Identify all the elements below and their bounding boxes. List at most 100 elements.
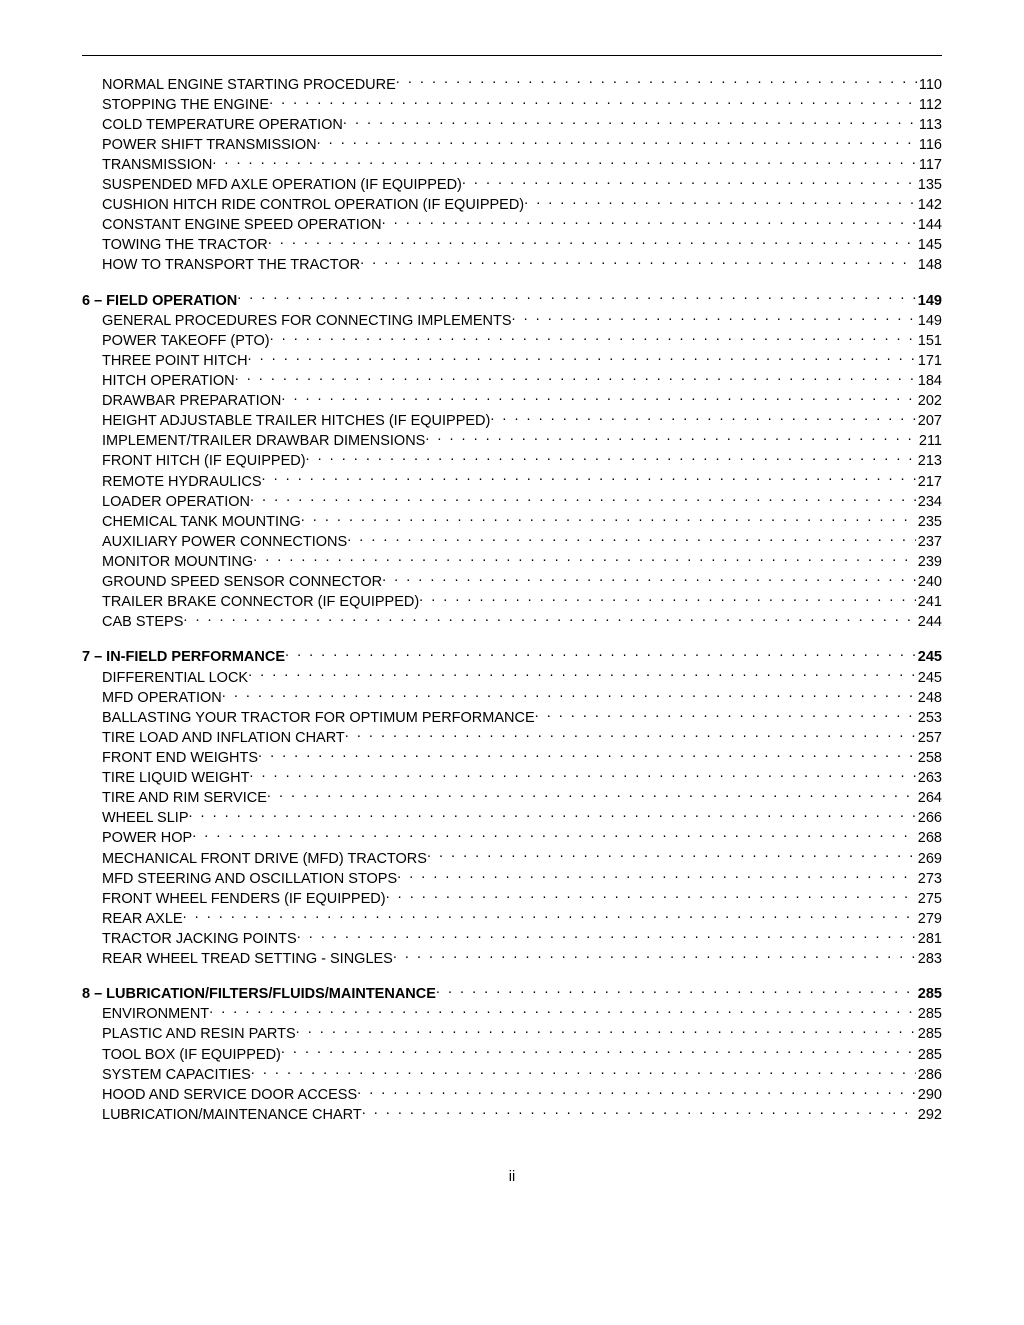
toc-entry-page: 275 xyxy=(916,891,942,908)
toc-entry-label: HOOD AND SERVICE DOOR ACCESS xyxy=(102,1087,357,1104)
toc-dots: . . . . . . . . . . . . . . . . . . . . … xyxy=(462,175,916,190)
toc-entry-label: TOOL BOX (IF EQUIPPED) xyxy=(102,1047,281,1064)
toc-entry: TIRE LIQUID WEIGHT . . . . . . . . . . .… xyxy=(82,768,942,788)
toc-entry: REAR AXLE . . . . . . . . . . . . . . . … xyxy=(82,908,942,928)
toc-dots: . . . . . . . . . . . . . . . . . . . . … xyxy=(222,687,916,702)
toc-entry-label: TRACTOR JACKING POINTS xyxy=(102,931,297,948)
toc-entry-label: FRONT END WEIGHTS xyxy=(102,750,258,767)
toc-section-header: 8 – LUBRICATION/FILTERS/FLUIDS/MAINTENAN… xyxy=(82,984,942,1004)
toc-entry: CUSHION HITCH RIDE CONTROL OPERATION (IF… xyxy=(82,195,942,215)
toc-dots: . . . . . . . . . . . . . . . . . . . . … xyxy=(281,391,915,406)
toc-entry: TIRE AND RIM SERVICE . . . . . . . . . .… xyxy=(82,788,942,808)
toc-dots: . . . . . . . . . . . . . . . . . . . . … xyxy=(436,984,916,999)
toc-dots: . . . . . . . . . . . . . . . . . . . . … xyxy=(301,511,916,526)
toc-entry-page: 286 xyxy=(916,1067,942,1084)
toc-entry-page: 292 xyxy=(916,1107,942,1124)
toc-entry: TIRE LOAD AND INFLATION CHART . . . . . … xyxy=(82,727,942,747)
toc-dots: . . . . . . . . . . . . . . . . . . . . … xyxy=(490,411,915,426)
toc-entry-page: 268 xyxy=(916,830,942,847)
toc-entry-page: 217 xyxy=(916,474,942,491)
toc-dots: . . . . . . . . . . . . . . . . . . . . … xyxy=(317,134,917,149)
toc-entry-page: 211 xyxy=(917,433,942,450)
toc-entry: MFD OPERATION . . . . . . . . . . . . . … xyxy=(82,687,942,707)
toc-entry: LOADER OPERATION . . . . . . . . . . . .… xyxy=(82,491,942,511)
toc-entry-page: 240 xyxy=(916,574,942,591)
toc-entry: STOPPING THE ENGINE . . . . . . . . . . … xyxy=(82,94,942,114)
toc-entry-page: 207 xyxy=(916,413,942,430)
toc-entry: COLD TEMPERATURE OPERATION . . . . . . .… xyxy=(82,114,942,134)
toc-entry-page: 116 xyxy=(917,137,942,154)
toc-entry-page: 264 xyxy=(916,790,942,807)
toc-entry: DIFFERENTIAL LOCK . . . . . . . . . . . … xyxy=(82,667,942,687)
toc-dots: . . . . . . . . . . . . . . . . . . . . … xyxy=(427,848,916,863)
toc-entry: MFD STEERING AND OSCILLATION STOPS . . .… xyxy=(82,868,942,888)
toc-dots: . . . . . . . . . . . . . . . . . . . . … xyxy=(209,1004,916,1019)
toc-dots: . . . . . . . . . . . . . . . . . . . . … xyxy=(362,1104,916,1119)
toc-dots: . . . . . . . . . . . . . . . . . . . . … xyxy=(297,928,916,943)
toc-entry: ENVIRONMENT . . . . . . . . . . . . . . … xyxy=(82,1004,942,1024)
toc-entry: MONITOR MOUNTING . . . . . . . . . . . .… xyxy=(82,552,942,572)
toc-entry: WHEEL SLIP . . . . . . . . . . . . . . .… xyxy=(82,808,942,828)
toc-dots: . . . . . . . . . . . . . . . . . . . . … xyxy=(343,114,917,129)
section-gap xyxy=(82,632,942,647)
toc-entry-page: 234 xyxy=(916,494,942,511)
toc-entry: TRANSMISSION . . . . . . . . . . . . . .… xyxy=(82,154,942,174)
toc-entry-label: GROUND SPEED SENSOR CONNECTOR xyxy=(102,574,382,591)
toc-entry: MECHANICAL FRONT DRIVE (MFD) TRACTORS . … xyxy=(82,848,942,868)
toc-entry-page: 117 xyxy=(917,157,942,174)
toc-entry-label: IMPLEMENT/TRAILER DRAWBAR DIMENSIONS xyxy=(102,433,425,450)
toc-dots: . . . . . . . . . . . . . . . . . . . . … xyxy=(248,350,916,365)
toc-entry: FRONT HITCH (IF EQUIPPED) . . . . . . . … xyxy=(82,451,942,471)
toc-dots: . . . . . . . . . . . . . . . . . . . . … xyxy=(253,552,916,567)
toc-entry-label: THREE POINT HITCH xyxy=(102,353,248,370)
toc-dots: . . . . . . . . . . . . . . . . . . . . … xyxy=(360,255,916,270)
toc-dots: . . . . . . . . . . . . . . . . . . . . … xyxy=(183,612,915,627)
toc-entry-page: 237 xyxy=(916,534,942,551)
toc-entry-label: SUSPENDED MFD AXLE OPERATION (IF EQUIPPE… xyxy=(102,177,462,194)
toc-dots: . . . . . . . . . . . . . . . . . . . . … xyxy=(183,908,916,923)
toc-dots: . . . . . . . . . . . . . . . . . . . . … xyxy=(382,572,916,587)
toc-entry: THREE POINT HITCH . . . . . . . . . . . … xyxy=(82,350,942,370)
toc-entry-label: TIRE LOAD AND INFLATION CHART xyxy=(102,730,345,747)
toc-entry-page: 202 xyxy=(916,393,942,410)
toc-entry: PLASTIC AND RESIN PARTS . . . . . . . . … xyxy=(82,1024,942,1044)
toc-entry: GENERAL PROCEDURES FOR CONNECTING IMPLEM… xyxy=(82,310,942,330)
toc-entry-page: 244 xyxy=(916,614,942,631)
toc-entry-page: 171 xyxy=(916,353,942,370)
toc-entry-page: 112 xyxy=(917,97,942,114)
toc-dots: . . . . . . . . . . . . . . . . . . . . … xyxy=(189,808,916,823)
toc-entry-label: REAR WHEEL TREAD SETTING - SINGLES xyxy=(102,951,393,968)
toc-entry-page: 113 xyxy=(917,117,942,134)
toc-entry: CONSTANT ENGINE SPEED OPERATION . . . . … xyxy=(82,215,942,235)
toc-entry-label: DRAWBAR PREPARATION xyxy=(102,393,281,410)
toc-entry: DRAWBAR PREPARATION . . . . . . . . . . … xyxy=(82,391,942,411)
toc-header-page: 149 xyxy=(916,293,942,310)
toc-entry: TOOL BOX (IF EQUIPPED) . . . . . . . . .… xyxy=(82,1044,942,1064)
toc-entry-label: MONITOR MOUNTING xyxy=(102,554,253,571)
toc-dots: . . . . . . . . . . . . . . . . . . . . … xyxy=(262,471,916,486)
toc-dots: . . . . . . . . . . . . . . . . . . . . … xyxy=(285,647,916,662)
page-container: NORMAL ENGINE STARTING PROCEDURE . . . .… xyxy=(0,0,1024,1124)
toc-entry-page: 135 xyxy=(916,177,942,194)
toc-dots: . . . . . . . . . . . . . . . . . . . . … xyxy=(396,74,917,89)
toc-entry: HITCH OPERATION . . . . . . . . . . . . … xyxy=(82,371,942,391)
toc-entry-page: 263 xyxy=(916,770,942,787)
toc-entry-page: 279 xyxy=(916,911,942,928)
toc-header-label: 7 – IN-FIELD PERFORMANCE xyxy=(82,649,285,666)
toc-entry: TOWING THE TRACTOR . . . . . . . . . . .… xyxy=(82,235,942,255)
toc-entry: IMPLEMENT/TRAILER DRAWBAR DIMENSIONS . .… xyxy=(82,431,942,451)
toc-entry-page: 142 xyxy=(916,197,942,214)
toc-dots: . . . . . . . . . . . . . . . . . . . . … xyxy=(524,195,916,210)
toc-header-page: 245 xyxy=(916,649,942,666)
toc-entry-page: 248 xyxy=(916,690,942,707)
toc-dots: . . . . . . . . . . . . . . . . . . . . … xyxy=(512,310,916,325)
toc-entry-label: GENERAL PROCEDURES FOR CONNECTING IMPLEM… xyxy=(102,313,512,330)
toc-entry-label: WHEEL SLIP xyxy=(102,810,189,827)
toc-entry-label: TIRE LIQUID WEIGHT xyxy=(102,770,249,787)
toc-dots: . . . . . . . . . . . . . . . . . . . . … xyxy=(258,748,916,763)
toc-entry-page: 283 xyxy=(916,951,942,968)
toc-entry-label: HOW TO TRANSPORT THE TRACTOR xyxy=(102,257,360,274)
toc-entry: POWER HOP . . . . . . . . . . . . . . . … xyxy=(82,828,942,848)
toc-entry-label: MFD OPERATION xyxy=(102,690,222,707)
toc-entry-label: AUXILIARY POWER CONNECTIONS xyxy=(102,534,347,551)
